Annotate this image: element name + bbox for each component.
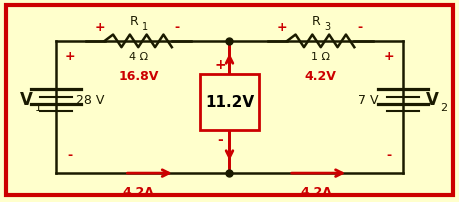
Text: 4.2A: 4.2A xyxy=(300,186,332,199)
Text: -: - xyxy=(386,149,392,162)
Text: +: + xyxy=(65,50,75,63)
Text: +: + xyxy=(384,50,394,63)
Text: 7 V: 7 V xyxy=(358,94,379,107)
Text: -: - xyxy=(218,133,223,147)
Text: V: V xyxy=(426,91,439,109)
FancyBboxPatch shape xyxy=(6,5,453,195)
Text: 1: 1 xyxy=(35,103,42,113)
Text: +: + xyxy=(214,58,226,72)
Text: 1 Ω: 1 Ω xyxy=(311,52,330,62)
Text: +: + xyxy=(94,21,105,34)
Text: R: R xyxy=(129,15,138,28)
Text: R: R xyxy=(312,15,320,28)
FancyBboxPatch shape xyxy=(200,74,259,130)
Text: 4 Ω: 4 Ω xyxy=(129,52,148,62)
Text: 4.2A: 4.2A xyxy=(122,186,154,199)
Text: 2: 2 xyxy=(440,103,448,113)
Text: -: - xyxy=(67,149,73,162)
Text: +: + xyxy=(277,21,287,34)
Text: 1: 1 xyxy=(142,22,148,32)
Text: 4.2V: 4.2V xyxy=(305,70,337,83)
Text: 28 V: 28 V xyxy=(76,94,105,107)
Text: V: V xyxy=(20,91,33,109)
Text: -: - xyxy=(357,21,362,34)
Text: 3: 3 xyxy=(325,22,330,32)
Text: 11.2V: 11.2V xyxy=(205,95,254,109)
Text: 16.8V: 16.8V xyxy=(118,70,158,83)
Text: -: - xyxy=(174,21,179,34)
